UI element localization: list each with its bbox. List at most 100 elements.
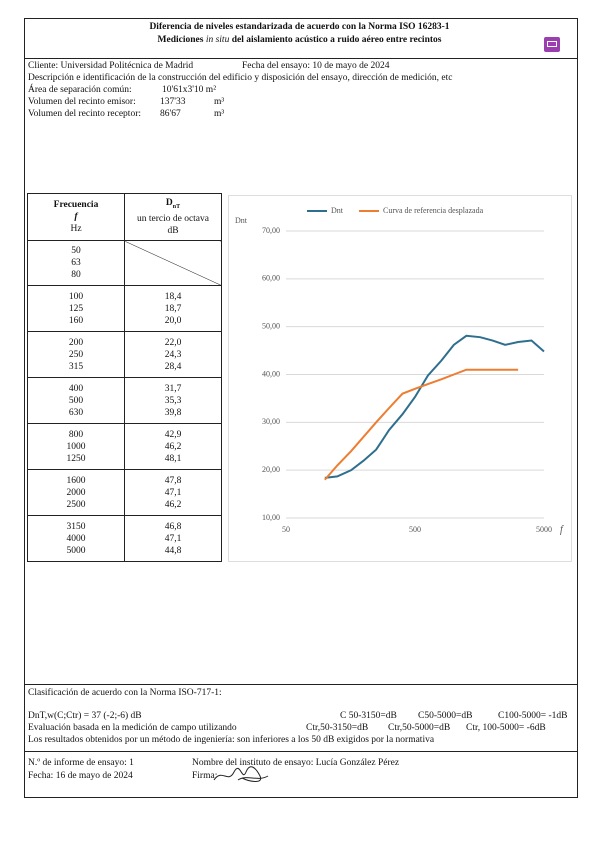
legend-label: Dnt <box>331 206 344 215</box>
head-d-line: DnT <box>125 197 221 213</box>
dnt: 46,2 <box>164 441 182 452</box>
data-line <box>324 334 545 479</box>
dnt-cell: 31,7 35,3 39,8 <box>124 377 222 424</box>
subtitle-c: del aislamiento acústico a ruido aéreo e… <box>231 35 442 45</box>
freq: 800 <box>68 429 84 440</box>
dnt-cell: 18,4 18,7 20,0 <box>124 285 222 332</box>
dnt: 28,4 <box>164 361 182 372</box>
y-tick-label: 20,00 <box>262 465 280 474</box>
freq-cell: 800 1000 1250 <box>27 423 125 470</box>
freq: 2500 <box>66 499 86 510</box>
freq: 2000 <box>66 487 86 498</box>
classification-box <box>24 684 578 752</box>
header-box <box>24 18 578 59</box>
dnt-cell: 22,0 24,3 28,4 <box>124 331 222 378</box>
table-row: 100 125 160 18,4 18,7 20,0 <box>27 285 222 332</box>
freq-cell: 200 250 315 <box>27 331 125 378</box>
date: Fecha: 16 de mayo de 2024 <box>28 771 133 781</box>
report: N.º de informe de ensayo: 1 <box>28 758 134 768</box>
freq: 1000 <box>66 441 86 452</box>
receiver-value: 86'67 <box>160 109 181 119</box>
area-label: Área de separación común: <box>28 85 132 95</box>
table-row: 50 63 80 <box>27 240 222 286</box>
dnt: 48,1 <box>164 453 182 464</box>
dnt: 46,2 <box>164 499 182 510</box>
freq-cell: 400 500 630 <box>27 377 125 424</box>
dnt: 39,8 <box>164 407 182 418</box>
table-row: 3150 4000 5000 46,8 47,1 44,8 <box>27 515 222 562</box>
y-tick-label: 70,00 <box>262 226 280 235</box>
receiver-label: Volumen del recinto receptor: <box>28 109 141 119</box>
y-tick-label: 60,00 <box>262 274 280 283</box>
receiver-unit: m³ <box>214 109 225 119</box>
head-db: dB <box>167 225 179 236</box>
ctr2: Ctr,50-5000=dB <box>388 723 451 733</box>
freq-cell: 1600 2000 2500 <box>27 469 125 516</box>
freq: 1600 <box>66 475 86 486</box>
emitter-label: Volumen del recinto emisor: <box>28 97 136 107</box>
table-row: 200 250 315 22,0 24,3 28,4 <box>27 331 222 378</box>
dnt-cell: 47,8 47,1 46,2 <box>124 469 222 516</box>
table-head-row: Frecuencia f Hz DnT un tercio de octava dB <box>27 193 222 241</box>
dnt-cell: 46,8 47,1 44,8 <box>124 515 222 562</box>
comment-icon[interactable] <box>544 37 560 52</box>
head-frequency: Frecuencia f Hz <box>27 193 125 241</box>
dnt: 47,1 <box>164 487 182 498</box>
table-row: 1600 2000 2500 47,8 47,1 46,2 <box>27 469 222 516</box>
freq: 3150 <box>66 521 86 532</box>
c1: C 50-3150=dB <box>340 711 397 721</box>
y-tick-label: 30,00 <box>262 417 280 426</box>
subtitle-a: Mediciones <box>157 35 204 45</box>
dnt: 22,0 <box>164 337 182 348</box>
freq: 50 <box>71 246 81 256</box>
classification-title: Clasificación de acuerdo con la Norma IS… <box>28 688 222 698</box>
c3: C100-5000= -1dB <box>498 711 568 721</box>
freq: 100 <box>68 291 84 302</box>
dnt: 18,4 <box>164 291 182 302</box>
area-value: 10'61x3'10 m² <box>162 85 217 95</box>
signature-label: Firma: <box>192 771 218 781</box>
title: Diferencia de niveles estandarizada de a… <box>149 22 450 32</box>
head-f: f <box>74 212 78 222</box>
dnt: 35,3 <box>164 395 182 406</box>
freq: 200 <box>68 337 84 348</box>
emitter-unit: m³ <box>214 97 225 107</box>
conclusion: Los resultados obtenidos por un método d… <box>28 735 435 745</box>
dnt: 47,8 <box>164 475 182 486</box>
x-axis-label: f <box>560 524 564 535</box>
freq: 125 <box>68 303 84 314</box>
freq: 5000 <box>66 545 86 556</box>
freq: 63 <box>71 258 81 268</box>
x-tick-label: 50 <box>282 525 290 534</box>
subtitle: Mediciones in situ del aislamiento acúst… <box>0 35 599 45</box>
y-tick-label: 10,00 <box>262 513 280 522</box>
dnt: 46,8 <box>164 521 182 532</box>
dnt: 31,7 <box>164 383 182 394</box>
result: DnT,w(C;Ctr) = 37 (-2;-6) dB <box>28 711 142 721</box>
data-table: Frecuencia f Hz DnT un tercio de octava dB 50 6… <box>27 193 222 562</box>
head-dnt: DnT un tercio de octava dB <box>124 193 222 241</box>
freq: 80 <box>71 270 81 280</box>
head-freq: Frecuencia <box>53 200 99 210</box>
freq-cell: 50 63 80 <box>27 240 125 286</box>
freq: 250 <box>68 349 84 360</box>
freq-cell: 3150 4000 5000 <box>27 515 125 562</box>
data-line <box>324 368 519 481</box>
freq: 630 <box>68 407 84 418</box>
x-tick-label: 5000 <box>536 525 552 534</box>
head-hz: Hz <box>70 224 82 234</box>
dnt: 18,7 <box>164 303 182 314</box>
dnt: 47,1 <box>164 533 182 544</box>
ctr3: Ctr, 100-5000= -6dB <box>466 723 546 733</box>
institute: Nombre del instituto de ensayo: Lucía Go… <box>192 758 400 768</box>
freq: 1250 <box>66 453 86 464</box>
ctr1: Ctr,50-3150=dB <box>306 723 369 733</box>
dnt: 44,8 <box>164 545 182 556</box>
subtitle-b: in situ <box>205 35 230 45</box>
emitter-value: 137'33 <box>160 97 186 107</box>
client: Cliente: Universidad Politécnica de Madr… <box>28 61 194 71</box>
freq-cell: 100 125 160 <box>27 285 125 332</box>
test-date: Fecha del ensayo: 10 de mayo de 2024 <box>242 61 390 71</box>
freq: 4000 <box>66 533 86 544</box>
